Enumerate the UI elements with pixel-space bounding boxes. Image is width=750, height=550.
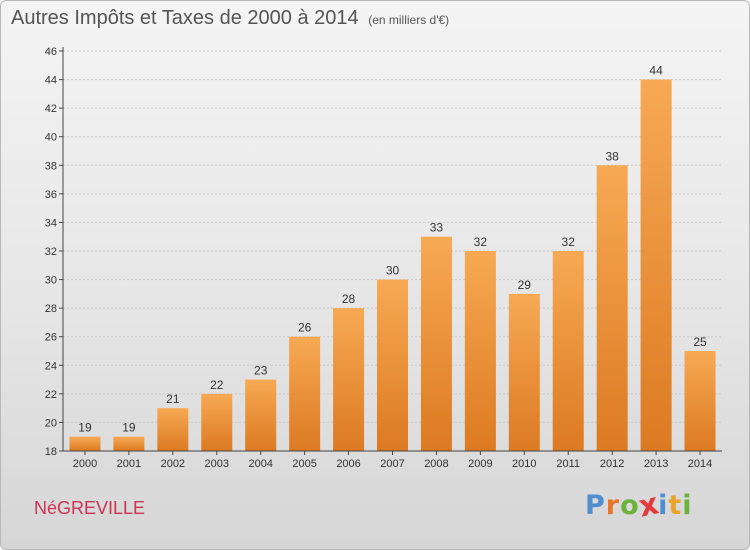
bar-value-label: 19 <box>78 421 92 435</box>
bar <box>333 308 365 451</box>
bar-value-label: 25 <box>693 335 707 349</box>
y-tick-label: 26 <box>45 332 57 344</box>
x-tick-label: 2002 <box>161 458 185 470</box>
bar <box>640 79 672 452</box>
y-tick-label: 42 <box>45 103 57 115</box>
logo-letter: r <box>605 490 621 521</box>
bar-value-label: 32 <box>562 235 576 249</box>
x-tick-label: 2005 <box>292 458 316 470</box>
bar <box>377 279 408 451</box>
bar-value-label: 26 <box>298 321 312 335</box>
bar <box>69 436 101 451</box>
y-tick-label: 38 <box>45 160 57 172</box>
bar <box>596 165 628 452</box>
bar-value-label: 22 <box>210 378 224 392</box>
bar <box>508 293 540 451</box>
bar-value-label: 44 <box>649 64 663 78</box>
bars: 19 19 21 22 23 26 28 30 33 32 29 32 38 44 25 <box>69 64 716 452</box>
x-tick-label: 2001 <box>117 458 141 470</box>
logo-letter: i <box>658 490 669 521</box>
bar-value-label: 30 <box>386 264 400 278</box>
bar-value-label: 28 <box>342 292 356 306</box>
logo-letter: t <box>668 490 683 521</box>
chart-title: Autres Impôts et Taxes de 2000 à 2014 (e… <box>11 7 449 30</box>
x-tick-label: 2014 <box>688 458 712 470</box>
bar-value-label: 21 <box>166 392 180 406</box>
bar-value-label: 29 <box>518 278 532 292</box>
bar <box>684 351 716 451</box>
y-tick-label: 30 <box>45 275 57 287</box>
x-tick-label: 2000 <box>73 458 97 470</box>
x-tick-label: 2011 <box>556 458 580 470</box>
y-tick-label: 32 <box>45 246 57 258</box>
x-tick-label: 2010 <box>512 458 536 470</box>
x-tick-label: 2008 <box>424 458 448 470</box>
y-tick-label: 20 <box>45 417 57 429</box>
y-tick-label: 44 <box>45 75 57 87</box>
x-tick-label: 2006 <box>336 458 360 470</box>
y-tick-label: 24 <box>45 360 57 372</box>
proxiti-logo: Proxiti <box>585 487 693 525</box>
y-tick-label: 46 <box>45 46 57 58</box>
bar <box>289 336 321 451</box>
y-tick-label: 34 <box>45 217 57 229</box>
bar <box>420 236 452 451</box>
title-text: Autres Impôts et Taxes de 2000 à 2014 <box>11 7 359 29</box>
bar-value-label: 38 <box>605 149 619 163</box>
axes: 18 20 22 24 26 28 30 32 34 36 38 40 42 44 46 2000 2001 20… <box>45 46 722 470</box>
bar <box>552 251 584 451</box>
x-tick-label: 2004 <box>248 458 272 470</box>
y-tick-label: 22 <box>45 389 57 401</box>
bar-value-label: 23 <box>254 364 268 378</box>
bar <box>113 436 145 451</box>
x-tick-label: 2009 <box>468 458 492 470</box>
bar <box>245 379 277 451</box>
commune-name: NéGREVILLE <box>34 498 146 518</box>
logo-letter: i <box>682 490 693 521</box>
x-tick-label: 2012 <box>600 458 624 470</box>
bar-value-label: 32 <box>474 235 488 249</box>
bar <box>464 251 496 451</box>
y-tick-label: 18 <box>45 446 57 458</box>
bar-value-label: 33 <box>430 221 444 235</box>
bar <box>201 393 233 451</box>
logo-letter: P <box>585 490 606 521</box>
x-tick-label: 2013 <box>644 458 668 470</box>
logo-letter: o <box>620 490 640 521</box>
x-tick-label: 2003 <box>205 458 229 470</box>
title-unit: (en milliers d'€) <box>368 13 450 27</box>
y-tick-label: 40 <box>45 132 57 144</box>
x-tick-label: 2007 <box>380 458 404 470</box>
y-tick-label: 28 <box>45 303 57 315</box>
bar-value-label: 19 <box>122 421 136 435</box>
bar <box>157 408 189 451</box>
y-tick-label: 36 <box>45 189 57 201</box>
